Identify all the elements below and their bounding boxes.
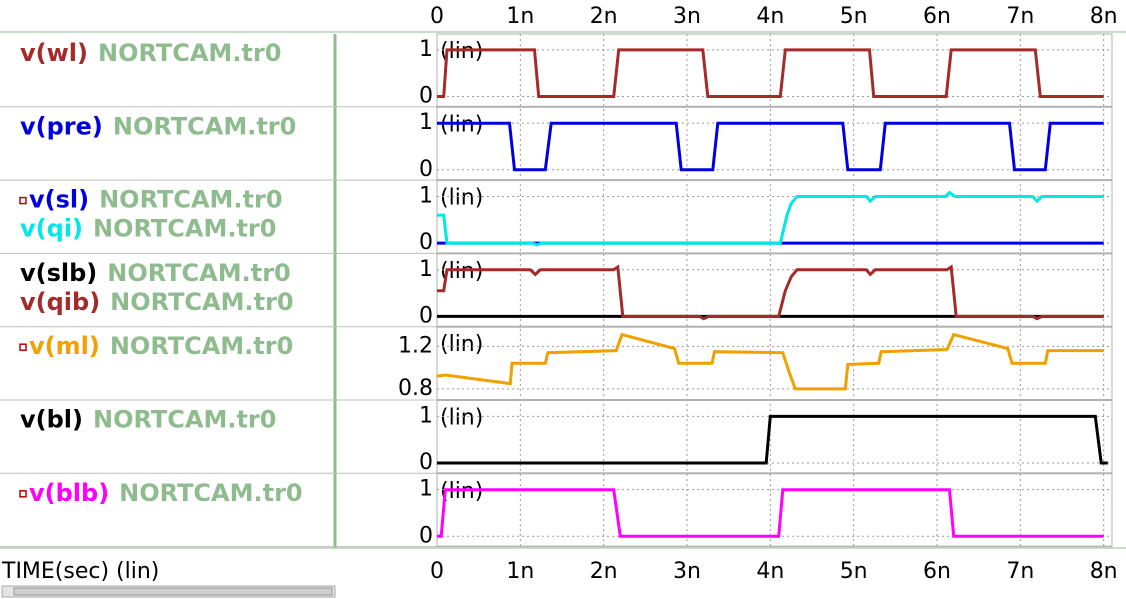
legend-entry: v(sl) NORTCAM.tr0	[29, 186, 283, 214]
series-file: NORTCAM.tr0	[119, 479, 302, 507]
waveform	[437, 121, 1104, 172]
series-name[interactable]: v(qi)	[20, 215, 83, 243]
y-tick-label: 0	[419, 303, 433, 328]
series-name[interactable]: v(pre)	[20, 112, 103, 140]
legend-entry: v(qib) NORTCAM.tr0	[20, 288, 294, 316]
series-file: NORTCAM.tr0	[113, 112, 296, 140]
plot-frame	[436, 106, 1113, 181]
time-tick-label-top: 5n	[840, 4, 868, 29]
time-tick-label-bottom: 4n	[756, 559, 784, 584]
legend-entry: v(qi) NORTCAM.tr0	[20, 215, 276, 243]
y-tick-label: 0	[419, 230, 433, 255]
series-name[interactable]: v(wl)	[20, 39, 88, 67]
waveform	[437, 190, 1104, 247]
scale-label: (lin)	[440, 406, 483, 431]
series-name[interactable]: v(qib)	[20, 288, 100, 316]
y-tick-label: 1	[419, 110, 433, 135]
time-tick-label-bottom: 6n	[923, 559, 951, 584]
time-tick-label-top: 2n	[590, 4, 618, 29]
series-file: NORTCAM.tr0	[99, 186, 282, 214]
series-name[interactable]: v(blb)	[29, 479, 109, 507]
legend-text: v(qib) NORTCAM.tr0	[20, 288, 294, 316]
series-file: NORTCAM.tr0	[98, 39, 281, 67]
scrollbar-thumb[interactable]	[13, 587, 333, 596]
legend-text: v(sl) NORTCAM.tr0	[29, 186, 283, 214]
time-tick-label-bottom: 3n	[673, 559, 701, 584]
legend-text: v(qi) NORTCAM.tr0	[20, 215, 276, 243]
plot-frame	[436, 400, 1113, 474]
series-name[interactable]: v(ml)	[29, 332, 100, 360]
y-tick-label: 0.8	[398, 376, 433, 401]
legend-text: v(bl) NORTCAM.tr0	[20, 406, 276, 434]
scale-label: (lin)	[440, 186, 483, 211]
legend-text: v(pre) NORTCAM.tr0	[20, 112, 296, 140]
legend-entry: v(blb) NORTCAM.tr0	[29, 479, 303, 507]
time-tick-label-top: 8n	[1090, 4, 1118, 29]
waveform	[436, 332, 1104, 391]
series-file: NORTCAM.tr0	[93, 215, 276, 243]
legend-entry: v(bl) NORTCAM.tr0	[20, 406, 276, 434]
time-tick-label-bottom: 8n	[1090, 559, 1118, 584]
legend-text: v(blb) NORTCAM.tr0	[29, 479, 303, 507]
time-tick-label-bottom: 1n	[506, 559, 534, 584]
series-file: NORTCAM.tr0	[93, 406, 276, 434]
y-tick-label: 1	[419, 477, 433, 502]
y-tick-label: 1	[419, 183, 433, 208]
time-tick-label-top: 0	[430, 4, 444, 29]
legend-entry: v(pre) NORTCAM.tr0	[20, 112, 296, 140]
time-tick-label-top: 3n	[673, 4, 701, 29]
waveform	[437, 48, 1104, 98]
scale-label: (lin)	[440, 479, 483, 504]
scale-label: (lin)	[440, 112, 483, 137]
series-name[interactable]: v(sl)	[29, 186, 89, 214]
plot-frame	[436, 180, 1113, 254]
series-file: NORTCAM.tr0	[110, 288, 293, 316]
series-file: NORTCAM.tr0	[107, 259, 290, 287]
y-tick-label: 0	[419, 157, 433, 182]
marker-icon	[19, 490, 27, 498]
waveform	[437, 264, 1104, 321]
y-tick-label: 0	[419, 523, 433, 548]
y-tick-label: 1	[419, 37, 433, 62]
scale-label: (lin)	[440, 332, 483, 357]
time-tick-label-top: 4n	[756, 4, 784, 29]
time-tick-label-top: 7n	[1006, 4, 1034, 29]
marker-icon	[19, 343, 27, 351]
plot-frame	[436, 33, 1113, 107]
plot-frame	[436, 326, 1113, 401]
y-tick-label: 1.2	[398, 333, 433, 358]
y-tick-label: 1	[419, 257, 433, 282]
legend-text: v(wl) NORTCAM.tr0	[20, 39, 281, 67]
time-tick-label-bottom: 5n	[840, 559, 868, 584]
legend-entry: v(slb) NORTCAM.tr0	[20, 259, 291, 287]
time-axis-label: TIME(sec) (lin)	[1, 559, 159, 584]
legend-entry: v(ml) NORTCAM.tr0	[29, 332, 293, 360]
series-name[interactable]: v(slb)	[20, 259, 97, 287]
time-tick-label-top: 1n	[506, 4, 534, 29]
marker-icon	[19, 196, 27, 205]
y-tick-label: 0	[419, 450, 433, 475]
legend-text: v(ml) NORTCAM.tr0	[29, 332, 293, 360]
time-tick-label-bottom: 2n	[590, 559, 618, 584]
plot-frame	[436, 473, 1113, 547]
series-name[interactable]: v(bl)	[20, 406, 83, 434]
waveform	[437, 414, 1108, 465]
legend-entry: v(wl) NORTCAM.tr0	[20, 39, 281, 67]
y-tick-label: 1	[419, 403, 433, 428]
waveform	[437, 488, 1104, 538]
time-tick-label-bottom: 0	[430, 559, 444, 584]
legend-text: v(slb) NORTCAM.tr0	[20, 259, 291, 287]
time-tick-label-bottom: 7n	[1006, 559, 1034, 584]
series-file: NORTCAM.tr0	[110, 332, 293, 360]
time-tick-label-top: 6n	[923, 4, 951, 29]
y-tick-label: 0	[419, 84, 433, 109]
